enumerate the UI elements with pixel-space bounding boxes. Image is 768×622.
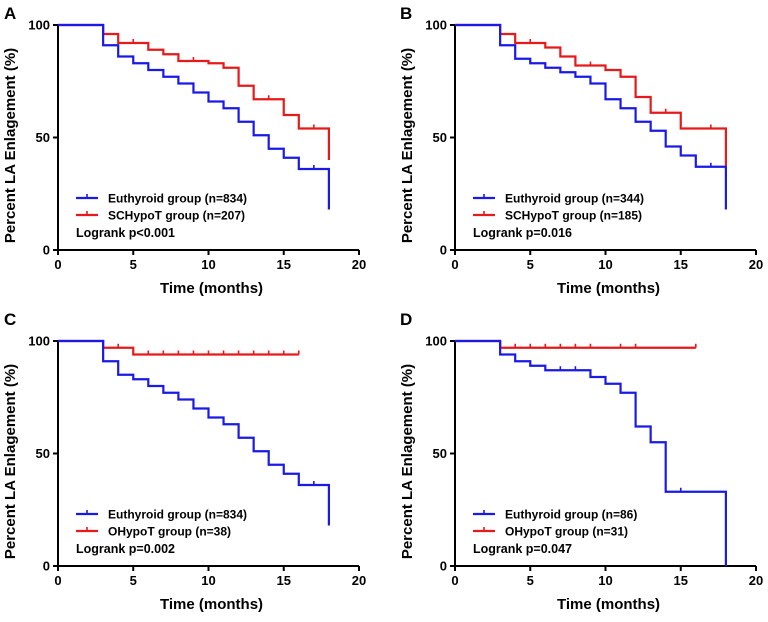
x-tick-label: 0 [54,573,61,588]
y-tick-label: 100 [28,334,50,349]
x-tick-label: 0 [54,257,61,272]
y-axis-title: Percent LA Enlagement (%) [2,364,19,559]
panel-b: B 0 50 100 0 5 10 15 20 Time (months) Percent LA E… [399,4,763,297]
panel-letter: A [4,4,16,23]
legend-label: OHypoT group (n=31) [505,525,628,539]
x-tick-label: 20 [749,573,763,588]
legend-label: Euthyroid group (n=834) [108,192,247,206]
y-tick-label: 100 [28,18,50,33]
panel-letter: B [400,4,412,23]
logrank-p-value: Logrank p=0.047 [473,542,572,556]
x-axis-title: Time (months) [557,280,660,297]
logrank-p-value: Logrank p<0.001 [76,226,175,240]
panel-letter: C [4,310,16,329]
y-tick-label: 0 [440,559,447,574]
x-tick-label: 15 [674,573,688,588]
legend-label: SCHypoT group (n=185) [505,209,642,223]
y-tick-label: 0 [440,243,447,258]
y-axis-title: Percent LA Enlagement (%) [399,48,416,243]
x-tick-label: 10 [201,573,215,588]
km-curve-euthyroid [455,23,727,210]
panel-a: A 0 50 100 0 5 10 15 20 Time (months) Percent LA E… [2,4,366,297]
y-tick-label: 0 [43,559,50,574]
km-curve-comparison [58,23,330,160]
legend-label: OHypoT group (n=38) [108,525,231,539]
x-tick-label: 10 [598,257,612,272]
km-curve-euthyroid [58,339,330,526]
y-tick-label: 50 [433,130,447,145]
x-tick-label: 0 [451,573,458,588]
y-tick-label: 50 [36,446,50,461]
x-tick-label: 5 [130,573,137,588]
x-tick-label: 10 [598,573,612,588]
legend-label: Euthyroid group (n=834) [108,508,247,522]
x-axis-title: Time (months) [160,280,263,297]
x-tick-label: 10 [201,257,215,272]
panel-letter: D [400,310,412,329]
panel-d: D 0 50 100 0 5 10 15 20 Time (months) Percent LA E… [399,310,763,613]
legend-label: SCHypoT group (n=207) [108,209,245,223]
x-tick-label: 15 [674,257,688,272]
km-curve-euthyroid [58,23,330,210]
y-axis-title: Percent LA Enlagement (%) [2,48,19,243]
legend-label: Euthyroid group (n=86) [505,508,637,522]
y-tick-label: 0 [43,243,50,258]
x-axis-title: Time (months) [160,596,263,613]
panel-c: C 0 50 100 0 5 10 15 20 Time (months) Percent LA E… [2,310,366,613]
km-curve-comparison [455,23,727,169]
y-tick-label: 100 [425,18,447,33]
x-tick-label: 5 [527,573,534,588]
y-tick-label: 50 [36,130,50,145]
logrank-p-value: Logrank p=0.002 [76,542,175,556]
x-tick-label: 20 [352,573,366,588]
x-tick-label: 20 [749,257,763,272]
x-tick-label: 20 [352,257,366,272]
legend-label: Euthyroid group (n=344) [505,192,644,206]
y-tick-label: 50 [433,446,447,461]
x-tick-label: 0 [451,257,458,272]
x-tick-label: 15 [277,257,291,272]
x-tick-label: 5 [130,257,137,272]
x-tick-label: 5 [527,257,534,272]
km-curve-euthyroid [455,339,727,566]
x-axis-title: Time (months) [557,596,660,613]
y-axis-title: Percent LA Enlagement (%) [399,364,416,559]
y-tick-label: 100 [425,334,447,349]
logrank-p-value: Logrank p=0.016 [473,226,572,240]
x-tick-label: 15 [277,573,291,588]
